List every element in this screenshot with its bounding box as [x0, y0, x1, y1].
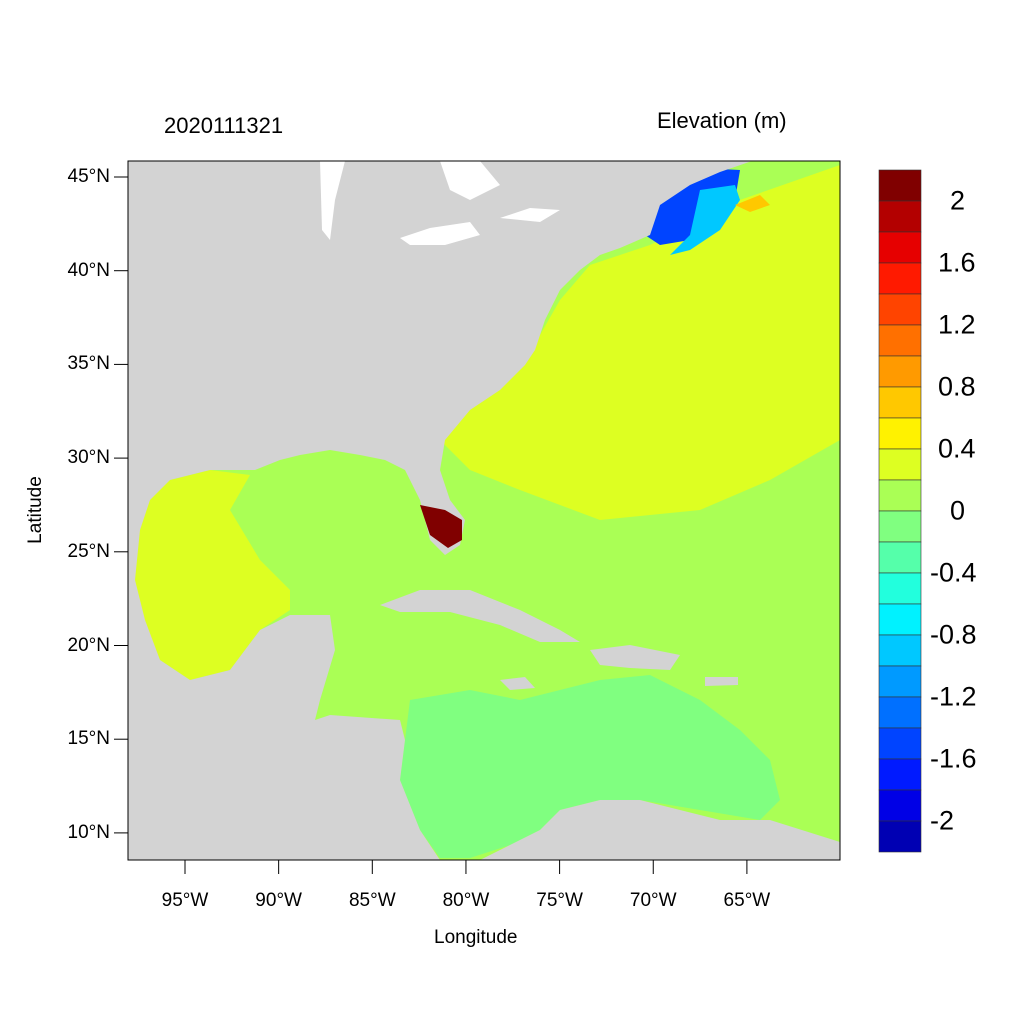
colorbar-box: [878, 541, 922, 574]
date-title: 2020111321: [164, 113, 284, 138]
y-tick-label: 45°N: [67, 166, 110, 187]
colorbar-box: [878, 231, 922, 264]
colorbar-label: -0.8: [930, 619, 977, 650]
caribbean-region: [400, 675, 780, 858]
x-tick-label: 65°W: [723, 890, 771, 911]
colorbar-box: [878, 603, 922, 636]
y-tick-label: 25°N: [67, 540, 110, 562]
y-tick-label: 40°N: [67, 259, 110, 281]
colorbar-box: [878, 448, 922, 481]
map-area: [128, 161, 840, 860]
colorbar-box: [878, 634, 922, 667]
colorbar-label: 1.6: [938, 247, 976, 278]
colorbar-box: [878, 789, 922, 822]
puerto-rico: [705, 677, 738, 686]
colorbar-box: [878, 417, 922, 450]
y-tick-label: 30°N: [67, 447, 110, 469]
colorbar-label: -2: [930, 805, 955, 836]
y-tick-label: 20°N: [67, 634, 110, 656]
land-south-america: [480, 800, 840, 860]
colorbar: [878, 169, 922, 853]
colorbar-label: 2: [950, 185, 966, 216]
variable-title: Elevation (m): [657, 108, 787, 133]
colorbar-label: 0.8: [938, 371, 976, 402]
colorbar-box: [878, 386, 922, 419]
x-tick-label: 95°W: [161, 890, 209, 911]
colorbar-label: -1.2: [930, 681, 977, 712]
colorbar-label: -0.4: [930, 557, 977, 588]
colorbar-box: [878, 820, 922, 853]
colorbar-label: 0: [950, 495, 966, 526]
cuba: [380, 590, 580, 642]
hispaniola: [590, 645, 680, 670]
colorbar-box: [878, 510, 922, 543]
y-tick-label: 10°N: [67, 821, 110, 843]
colorbar-box: [878, 293, 922, 326]
x-tick-label: 80°W: [442, 890, 490, 911]
nw-atlantic-region: [440, 165, 840, 520]
colorbar-box: [878, 572, 922, 605]
colorbar-box: [878, 665, 922, 698]
y-axis-label: Latitude: [25, 476, 46, 544]
colorbar-box: [878, 200, 922, 233]
colorbar-box: [878, 758, 922, 791]
colorbar-box: [878, 324, 922, 357]
colorbar-label: 0.4: [938, 433, 976, 464]
x-tick-label: 75°W: [536, 890, 583, 911]
colorbar-box: [878, 262, 922, 295]
colorbar-box: [878, 169, 922, 202]
x-tick-label: 70°W: [629, 890, 677, 911]
x-axis-label: Longitude: [434, 927, 518, 948]
map-frame: [127, 160, 841, 861]
florida-high-surge: [420, 505, 462, 548]
colorbar-box: [878, 355, 922, 388]
colorbar-box: [878, 727, 922, 760]
colorbar-box: [878, 696, 922, 729]
colorbar-box: [878, 479, 922, 512]
colorbar-label: 1.2: [938, 309, 976, 340]
axis-ticks: [114, 176, 748, 874]
bay-of-fundy-high: [735, 195, 770, 212]
great-lakes: [320, 161, 560, 245]
x-tick-label: 90°W: [255, 890, 302, 911]
y-tick-label: 35°N: [67, 353, 110, 375]
x-tick-label: 85°W: [348, 890, 396, 911]
western-gulf-region: [135, 470, 290, 680]
colorbar-label: -1.6: [930, 743, 977, 774]
gulf-of-maine-mid: [670, 185, 740, 255]
jamaica: [500, 677, 535, 690]
y-tick-label: 15°N: [67, 728, 110, 750]
